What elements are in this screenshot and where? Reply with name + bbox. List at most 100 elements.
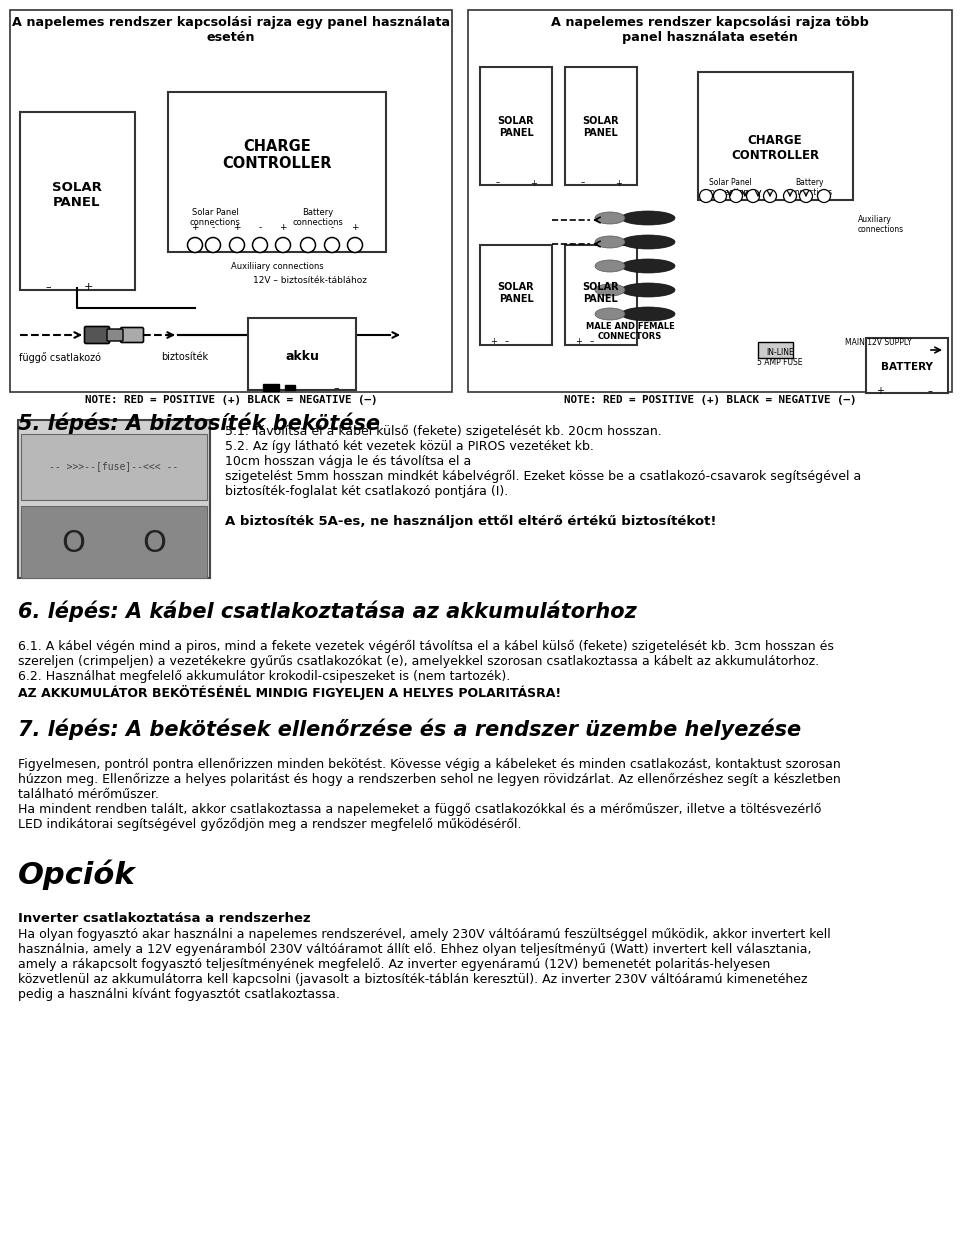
Circle shape (783, 190, 797, 202)
Text: akku: akku (285, 349, 319, 362)
Ellipse shape (595, 260, 625, 272)
Text: 6. lépés: A kábel csatlakoztatása az akkumulátorhoz: 6. lépés: A kábel csatlakoztatása az akk… (18, 600, 636, 621)
Text: Battery
connections: Battery connections (787, 178, 833, 197)
Text: Auxiliary
connections: Auxiliary connections (858, 215, 904, 234)
Text: függő csatlakozó: függő csatlakozó (19, 352, 101, 363)
Text: +: + (279, 224, 287, 233)
Text: SOLAR
PANEL: SOLAR PANEL (497, 116, 535, 138)
Circle shape (205, 238, 221, 253)
Ellipse shape (621, 307, 675, 321)
Bar (480, 245, 552, 344)
Text: A napelemes rendszer kapcsolási rajza több
panel használata esetén: A napelemes rendszer kapcsolási rajza tö… (551, 16, 869, 44)
Circle shape (187, 238, 203, 253)
Text: O: O (142, 529, 166, 558)
Circle shape (276, 238, 291, 253)
Bar (21, 507, 207, 578)
Text: Battery
connections: Battery connections (293, 207, 344, 228)
Circle shape (818, 190, 830, 202)
Ellipse shape (595, 284, 625, 295)
Text: –: – (927, 386, 932, 396)
Text: +: + (84, 282, 93, 292)
Text: –: – (581, 178, 586, 187)
Text: NOTE: RED = POSITIVE (+) BLACK = NEGATIVE (–): NOTE: RED = POSITIVE (+) BLACK = NEGATIV… (564, 395, 856, 405)
Text: Ha olyan fogyasztó akar használni a napelemes rendszerével, amely 230V váltóáram: Ha olyan fogyasztó akar használni a nape… (18, 928, 830, 941)
FancyBboxPatch shape (107, 329, 123, 341)
Bar (263, 383, 279, 391)
Ellipse shape (621, 211, 675, 225)
Text: MALE AND FEMALE
CONNECTORS: MALE AND FEMALE CONNECTORS (586, 322, 674, 342)
Bar (758, 342, 793, 358)
Text: CHARGE
CONTROLLER: CHARGE CONTROLLER (223, 138, 332, 171)
Text: 7. lépés: A bekötések ellenőrzése és a rendszer üzembe helyezése: 7. lépés: A bekötések ellenőrzése és a r… (18, 718, 802, 739)
Text: +: + (267, 383, 276, 393)
Ellipse shape (595, 212, 625, 224)
Text: +: + (491, 337, 497, 347)
Text: biztosíték: biztosíték (161, 352, 208, 362)
Text: +: + (876, 386, 884, 396)
Text: +: + (615, 178, 622, 187)
Ellipse shape (621, 235, 675, 249)
Ellipse shape (621, 259, 675, 273)
Bar (10, 10, 452, 392)
Ellipse shape (595, 236, 625, 248)
Text: SOLAR
PANEL: SOLAR PANEL (583, 283, 619, 304)
Text: található mérőműszer.: található mérőműszer. (18, 788, 158, 801)
Circle shape (730, 190, 742, 202)
Text: LED indikátorai segítségével győződjön meg a rendszer megfelelő működéséről.: LED indikátorai segítségével győződjön m… (18, 818, 521, 831)
Circle shape (713, 190, 727, 202)
Bar (480, 67, 552, 185)
FancyBboxPatch shape (121, 328, 143, 342)
Text: –: – (333, 383, 339, 393)
Text: A napelemes rendszer kapcsolási rajza egy panel használata
esetén: A napelemes rendszer kapcsolási rajza eg… (12, 16, 450, 44)
Ellipse shape (621, 283, 675, 297)
Text: 6.2. Használhat megfelelő akkumulátor krokodil-csipeszeket is (nem tartozék).: 6.2. Használhat megfelelő akkumulátor kr… (18, 670, 511, 683)
Bar (565, 245, 637, 344)
Text: O: O (61, 529, 85, 558)
Text: NOTE: RED = POSITIVE (+) BLACK = NEGATIVE (–): NOTE: RED = POSITIVE (+) BLACK = NEGATIV… (84, 395, 377, 405)
Text: –: – (505, 337, 509, 347)
Bar (18, 420, 210, 578)
Text: 6.1. A kábel végén mind a piros, mind a fekete vezetek végéről távolítsa el a ká: 6.1. A kábel végén mind a piros, mind a … (18, 640, 834, 654)
Circle shape (324, 238, 340, 253)
Text: -- >>>--[fuse]--<<< --: -- >>>--[fuse]--<<< -- (49, 461, 179, 471)
Bar (565, 67, 637, 185)
Text: IN-LINE
5 AMP FUSE: IN-LINE 5 AMP FUSE (757, 348, 803, 367)
Bar (20, 112, 135, 290)
Text: SOLAR
PANEL: SOLAR PANEL (583, 116, 619, 138)
Ellipse shape (595, 308, 625, 321)
Text: 10cm hosszan vágja le és távolítsa el a: 10cm hosszan vágja le és távolítsa el a (225, 455, 471, 468)
Bar (285, 385, 295, 390)
Bar (21, 434, 207, 500)
Text: +: + (351, 224, 359, 233)
Circle shape (747, 190, 759, 202)
Text: SOLAR
PANEL: SOLAR PANEL (52, 181, 102, 209)
Text: 12V – biztosíték-táblához: 12V – biztosíték-táblához (253, 277, 367, 285)
Text: 5.1. Távolítsa el a kábel külső (fekete) szigetelését kb. 20cm hosszan.: 5.1. Távolítsa el a kábel külső (fekete)… (225, 425, 661, 439)
Text: biztosíték-foglalat két csatlakozó pontjára (I).: biztosíték-foglalat két csatlakozó pontj… (225, 485, 508, 498)
Text: Opciók: Opciók (18, 860, 135, 890)
Text: +: + (191, 224, 199, 233)
Circle shape (800, 190, 812, 202)
Text: -: - (258, 224, 262, 233)
Text: MAIN 12V SUPPLY: MAIN 12V SUPPLY (845, 338, 912, 347)
Text: +: + (531, 178, 538, 187)
Text: SOLAR
PANEL: SOLAR PANEL (497, 283, 535, 304)
Text: 5.2. Az így látható két vezetek közül a PIROS vezetéket kb.: 5.2. Az így látható két vezetek közül a … (225, 440, 594, 453)
Text: Auxiliiary connections: Auxiliiary connections (230, 261, 324, 272)
Bar (468, 10, 952, 392)
Text: CHARGE
CONTROLLER: CHARGE CONTROLLER (731, 134, 819, 162)
Text: Figyelmesen, pontról pontra ellenőrizzen minden bekötést. Kövesse végig a kábele: Figyelmesen, pontról pontra ellenőrizzen… (18, 758, 841, 771)
Text: +: + (576, 337, 583, 347)
Text: használnia, amely a 12V egyenáramból 230V váltóáramot állít elő. Ehhez olyan tel: használnia, amely a 12V egyenáramból 230… (18, 943, 811, 957)
Bar (866, 338, 948, 393)
Text: –: – (589, 337, 594, 347)
Bar (248, 318, 356, 390)
Text: amely a rákapcsolt fogyasztó teljesítményének megfelelő. Az inverter egyenáramú : amely a rákapcsolt fogyasztó teljesítmén… (18, 958, 770, 972)
Text: Solar Panel
connections: Solar Panel connections (189, 207, 240, 228)
Text: 5. lépés: A biztosíték bekötése: 5. lépés: A biztosíték bekötése (18, 412, 380, 434)
Text: szereljen (crimpeljen) a vezetékekre gyűrűs csatlakozókat (e), amelyekkel szoros: szereljen (crimpeljen) a vezetékekre gyű… (18, 655, 819, 667)
Bar (168, 92, 386, 251)
Text: pedig a használni kívánt fogyasztót csatlakoztassa.: pedig a használni kívánt fogyasztót csat… (18, 988, 340, 1001)
Bar (698, 72, 853, 200)
Text: Solar Panel
connections: Solar Panel connections (707, 178, 753, 197)
